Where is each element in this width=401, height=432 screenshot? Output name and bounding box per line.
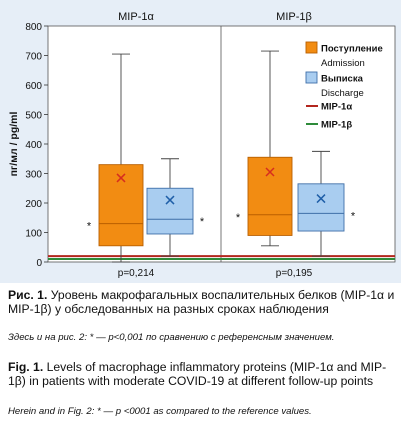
y-tick-label: 800	[25, 22, 42, 33]
significance-marker: *	[87, 221, 92, 233]
legend-label: Поступление	[321, 44, 383, 55]
y-tick-label: 700	[25, 52, 42, 63]
legend-label-en: Discharge	[321, 88, 364, 99]
legend-label: MIP-1β	[321, 120, 352, 131]
box-iqr	[146, 187, 194, 235]
legend-label: MIP-1α	[321, 102, 352, 113]
legend-label-en: Admission	[321, 58, 365, 69]
legend-label: Выписка	[321, 74, 364, 85]
caption-ru-label: Рис. 1.	[8, 288, 48, 302]
y-tick-label: 400	[25, 140, 42, 151]
y-tick-label: 300	[25, 170, 42, 181]
caption-en-text: Levels of macrophage inflammatory protei…	[8, 360, 387, 388]
p-value-label: p=0,214	[118, 268, 155, 279]
y-tick-label: 200	[25, 199, 42, 210]
caption-en-label: Fig. 1.	[8, 360, 44, 374]
box-plot-chart: 0 100 200 300 400 500 600 700 800 пг/мл / pg/ml MI…	[8, 11, 396, 279]
p-value-label: p=0,195	[276, 268, 313, 279]
caption-ru-text: Уровень макрофагальных воспалительных бе…	[8, 288, 395, 316]
mean-marker	[265, 167, 275, 177]
figure-panel: 0 100 200 300 400 500 600 700 800 пг/мл / pg/ml MI…	[0, 0, 401, 283]
mean-marker	[116, 173, 126, 183]
y-axis-label: пг/мл / pg/ml	[8, 112, 20, 177]
panel-title: MIP-1β	[276, 11, 312, 23]
y-tick-label: 500	[25, 111, 42, 122]
y-tick-label: 100	[25, 229, 42, 240]
legend-swatch	[305, 41, 318, 54]
significance-marker: *	[200, 216, 205, 228]
mean-marker	[316, 194, 326, 204]
box-iqr	[247, 156, 293, 236]
significance-marker: *	[236, 212, 241, 224]
caption-english: Fig. 1. Levels of macrophage inflammator…	[8, 360, 396, 388]
box-iqr	[98, 164, 144, 247]
mean-marker	[165, 195, 175, 205]
y-tick-label: 600	[25, 81, 42, 92]
y-tick-label: 0	[36, 258, 42, 269]
panel-title: MIP-1α	[118, 11, 154, 23]
caption-russian-note: Здесь и на рис. 2: * — p<0,001 по сравне…	[8, 332, 335, 343]
legend-swatch	[305, 71, 318, 84]
caption-russian: Рис. 1. Уровень макрофагальных воспалите…	[8, 288, 396, 316]
significance-marker: *	[351, 210, 356, 222]
caption-english-note: Herein and in Fig. 2: * — p <0001 as com…	[8, 406, 312, 417]
box-iqr	[297, 183, 345, 232]
